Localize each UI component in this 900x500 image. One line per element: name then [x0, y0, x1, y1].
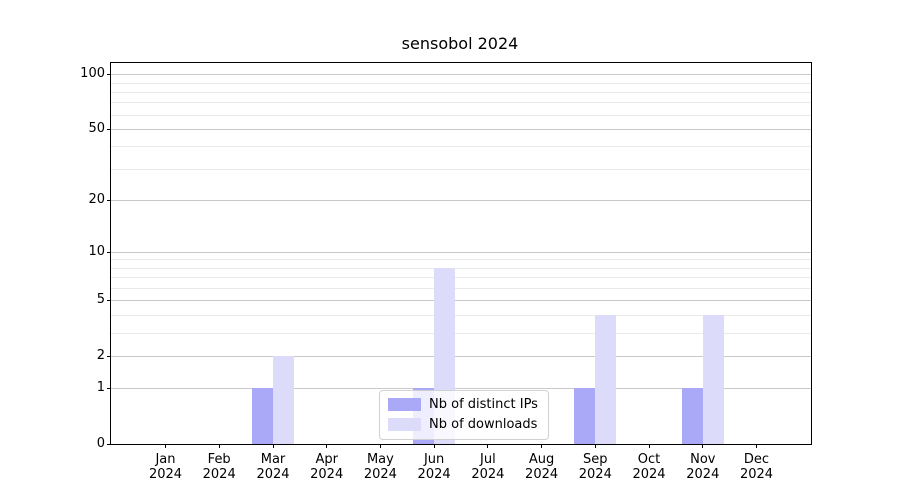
y-tick-mark — [107, 355, 111, 357]
legend-label-downloads: Nb of downloads — [429, 417, 538, 432]
gridline-major — [111, 200, 811, 201]
x-tick-label: May 2024 — [345, 452, 415, 482]
x-tick-label: Nov 2024 — [668, 452, 738, 482]
gridline-minor — [111, 91, 811, 93]
x-tick-label: Jan 2024 — [131, 452, 201, 482]
x-tick-month: Nov — [690, 452, 716, 467]
x-tick-year: 2024 — [739, 467, 774, 482]
legend-item-downloads: Nb of downloads — [388, 417, 538, 432]
x-tick-label: Mar 2024 — [238, 452, 308, 482]
x-tick-mark — [594, 444, 596, 448]
y-tick-label: 100 — [80, 66, 105, 82]
x-tick-month: Apr — [315, 452, 338, 467]
x-tick-year: 2024 — [202, 467, 236, 482]
legend-swatch-distinct-ips — [388, 398, 421, 411]
plot-area: 100 50 20 10 5 2 1 0 Jan 2024 Feb 2024 Mar 2024 Apr 202… — [80, 62, 812, 482]
bar-distinct-ips — [252, 388, 273, 444]
gridline-major — [111, 251, 811, 253]
gridline-minor — [111, 259, 811, 261]
x-tick-label: Sep 2024 — [560, 452, 630, 482]
bar-downloads — [595, 315, 617, 444]
x-tick-mark — [648, 444, 650, 448]
gridline-minor — [111, 315, 811, 316]
x-tick-mark — [756, 444, 757, 448]
gridline-minor — [111, 114, 811, 116]
y-tick-mark — [107, 444, 111, 445]
gridline-major — [111, 355, 811, 357]
x-tick-label: Oct 2024 — [614, 452, 684, 482]
y-tick-mark — [107, 300, 111, 302]
y-tick-label: 2 — [96, 347, 105, 363]
bar-downloads — [702, 315, 724, 444]
x-tick-year: 2024 — [471, 467, 505, 482]
x-tick-month: Dec — [743, 452, 770, 467]
gridline-minor — [111, 168, 811, 170]
x-tick-label: Dec 2024 — [722, 452, 792, 482]
x-tick-year: 2024 — [417, 467, 451, 482]
x-tick-mark — [487, 444, 489, 448]
x-tick-label: Feb 2024 — [184, 452, 254, 482]
gridline-minor — [111, 288, 811, 289]
legend-swatch-downloads — [388, 418, 421, 431]
x-tick-year: 2024 — [256, 467, 290, 482]
x-tick-year: 2024 — [525, 467, 559, 482]
x-tick-mark — [702, 444, 704, 448]
gridline-major — [111, 300, 811, 302]
y-tick-label: 50 — [88, 120, 105, 136]
x-tick-month: Oct — [637, 452, 661, 467]
x-tick-mark — [541, 444, 543, 448]
x-tick-mark — [326, 444, 328, 448]
x-tick-month: Aug — [528, 452, 555, 467]
bar-downloads — [273, 355, 294, 444]
x-tick-label: Aug 2024 — [507, 452, 577, 482]
y-tick-mark — [107, 128, 111, 130]
y-tick-label: 0 — [96, 436, 105, 451]
x-tick-month: Jan — [155, 452, 176, 467]
y-tick-mark — [107, 251, 111, 253]
x-tick-mark — [379, 444, 381, 448]
x-tick-year: 2024 — [148, 467, 183, 482]
x-tick-month: May — [366, 452, 394, 467]
x-tick-month: Feb — [207, 452, 231, 467]
x-tick-month: Jun — [423, 452, 445, 467]
x-tick-month: Mar — [260, 452, 286, 467]
x-tick-mark — [165, 444, 166, 448]
gridline-minor — [111, 146, 811, 148]
y-tick-label: 10 — [88, 243, 105, 259]
gridline-minor — [111, 267, 811, 269]
gridline-major — [111, 74, 811, 76]
gridline-minor — [111, 332, 811, 334]
x-tick-month: Jul — [480, 452, 496, 467]
x-tick-mark — [272, 444, 274, 448]
legend-label-distinct-ips: Nb of distinct IPs — [429, 397, 538, 412]
gridline-major — [111, 388, 811, 390]
legend-item-distinct-ips: Nb of distinct IPs — [388, 397, 538, 412]
x-tick-year: 2024 — [578, 467, 612, 482]
x-tick-label: Jun 2024 — [399, 452, 469, 482]
y-tick-label: 1 — [96, 380, 105, 396]
legend: Nb of distinct IPs Nb of downloads — [379, 390, 549, 440]
x-tick-year: 2024 — [632, 467, 666, 482]
chart-title: sensobol 2024 — [401, 34, 519, 53]
y-tick-label: 5 — [96, 292, 105, 308]
x-tick-year: 2024 — [363, 467, 397, 482]
x-tick-month: Sep — [583, 452, 608, 467]
x-tick-year: 2024 — [686, 467, 720, 482]
y-tick-mark — [107, 388, 111, 390]
x-tick-mark — [433, 444, 435, 448]
gridline-major — [111, 128, 811, 130]
gridline-minor — [111, 277, 811, 279]
bar-distinct-ips — [681, 388, 703, 444]
bar-distinct-ips — [574, 388, 596, 444]
y-tick-label: 20 — [88, 192, 105, 207]
gridline-minor — [111, 102, 811, 104]
x-tick-label: Apr 2024 — [292, 452, 362, 482]
x-tick-mark — [218, 444, 220, 448]
x-tick-year: 2024 — [310, 467, 344, 482]
y-tick-mark — [107, 200, 111, 201]
y-tick-mark — [107, 74, 111, 76]
gridline-minor — [111, 82, 811, 84]
x-tick-label: Jul 2024 — [453, 452, 523, 482]
